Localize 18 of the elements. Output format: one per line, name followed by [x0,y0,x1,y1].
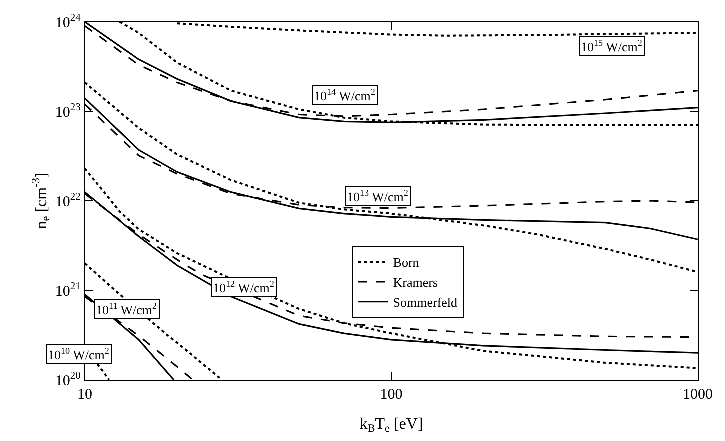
x-tick-label: 100 [380,387,403,404]
legend-label: Kramers [393,275,438,290]
x-tick-label: 10 [78,387,92,404]
legend-label: Born [393,255,420,270]
y-tick-label: 10$^{21}$ [55,281,81,300]
y-tick-label: 10$^{20}$ [55,370,81,390]
y-tick-label: 10$^{23}$ [55,102,81,121]
y-tick-label: 10$^{22}$ [55,192,81,210]
legend-label: Sommerfeld [393,294,458,310]
annotation: 10$^{11}$ W/cm$^{2}$ [96,301,158,318]
annotation: 10$^{12}$ W/cm$^{2}$ [213,279,275,296]
annotation: 10$^{10}$ W/cm$^{2}$ [48,346,110,362]
x-tick-label: 1000 [683,387,713,404]
annotation: 10$^{15}$ W/cm$^{2}$ [581,38,643,54]
annotation: 10$^{14}$ W/cm$^{2}$ [314,87,376,104]
y-tick-label: 10$^{24}$ [55,12,82,32]
annotation: 10$^{13}$ W/cm$^{2}$ [347,188,409,204]
x-axis-title: k$_{B}$T$_{e}$ [eV] [360,416,424,436]
